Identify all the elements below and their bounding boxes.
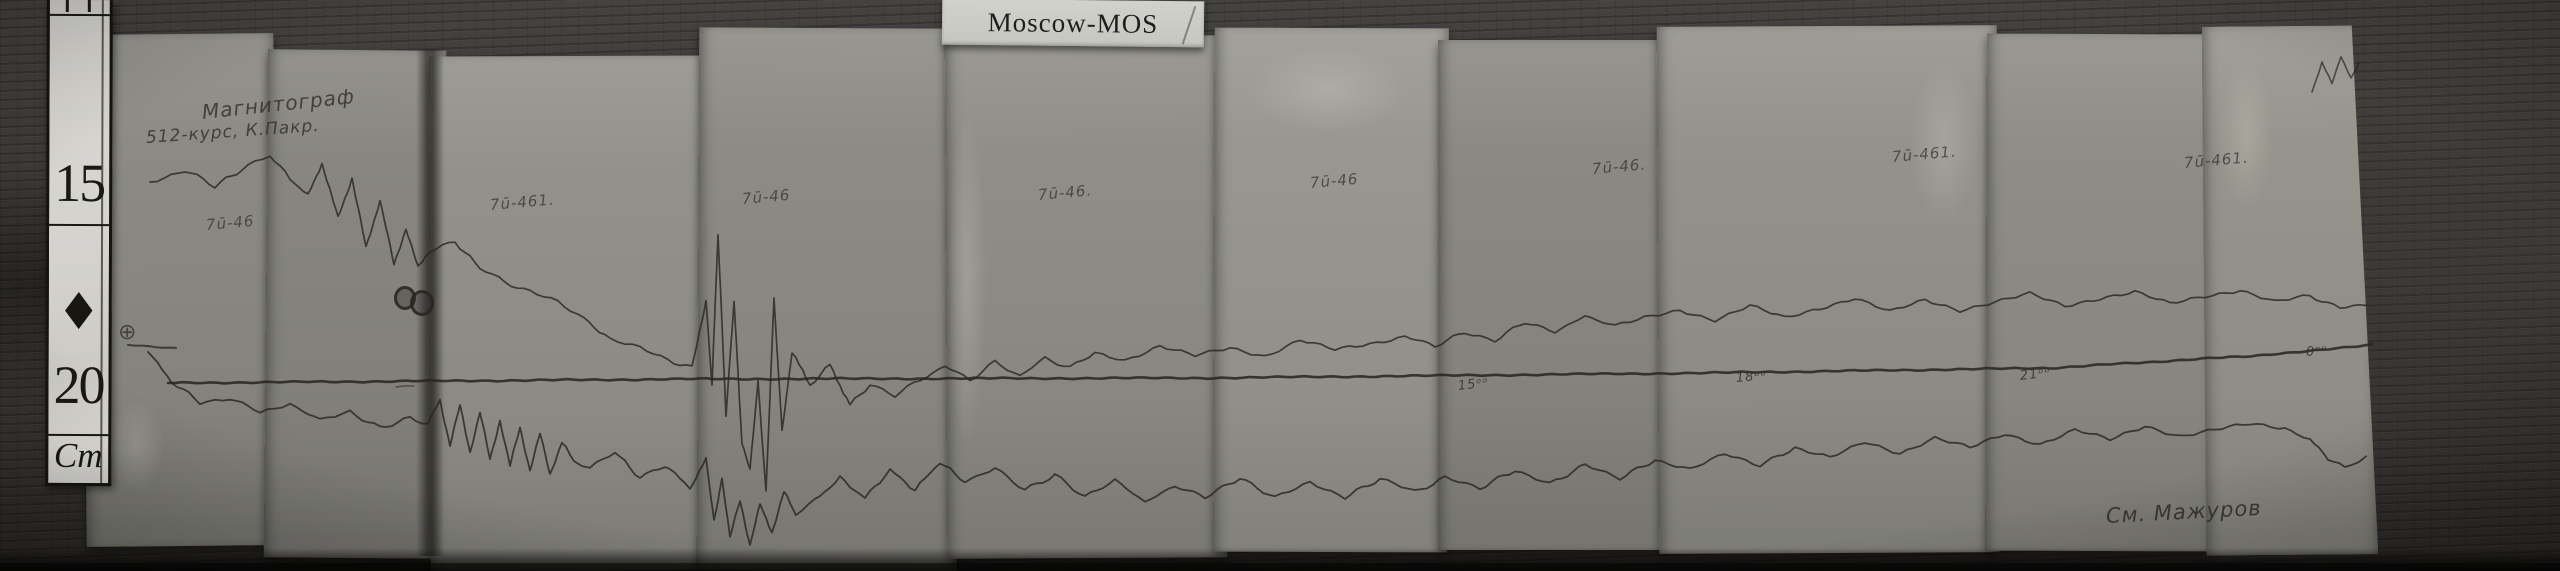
- paper-strip: [1213, 27, 1449, 553]
- diamond-icon: ◆: [64, 279, 93, 335]
- ruler-number: 20: [53, 354, 104, 416]
- ruler-divider: [49, 223, 110, 227]
- ruler-number: 15: [54, 152, 105, 214]
- station-card: Moscow-MOS: [941, 0, 1205, 48]
- card-fold-line: [1181, 5, 1197, 45]
- ruler-divider: [49, 13, 110, 17]
- paper-strip: [1656, 25, 2000, 554]
- paper-strip: [2202, 25, 2379, 555]
- ruler-unit-label: Cm: [53, 435, 103, 476]
- paper-strip: [696, 27, 960, 571]
- cm-ruler: ◆ Cm 15 20: [45, 0, 113, 487]
- wood-shadow-band: [0, 563, 2560, 571]
- partial-digit-mark: [65, 0, 69, 12]
- paper-strip: [944, 35, 1228, 559]
- partial-digit-mark: [87, 0, 91, 13]
- paper-strip: [429, 55, 709, 571]
- paper-strip: [1438, 40, 1668, 550]
- paper-strip: [1985, 33, 2215, 552]
- station-card-label: Moscow-MOS: [987, 6, 1159, 39]
- paper-strip: [263, 49, 447, 559]
